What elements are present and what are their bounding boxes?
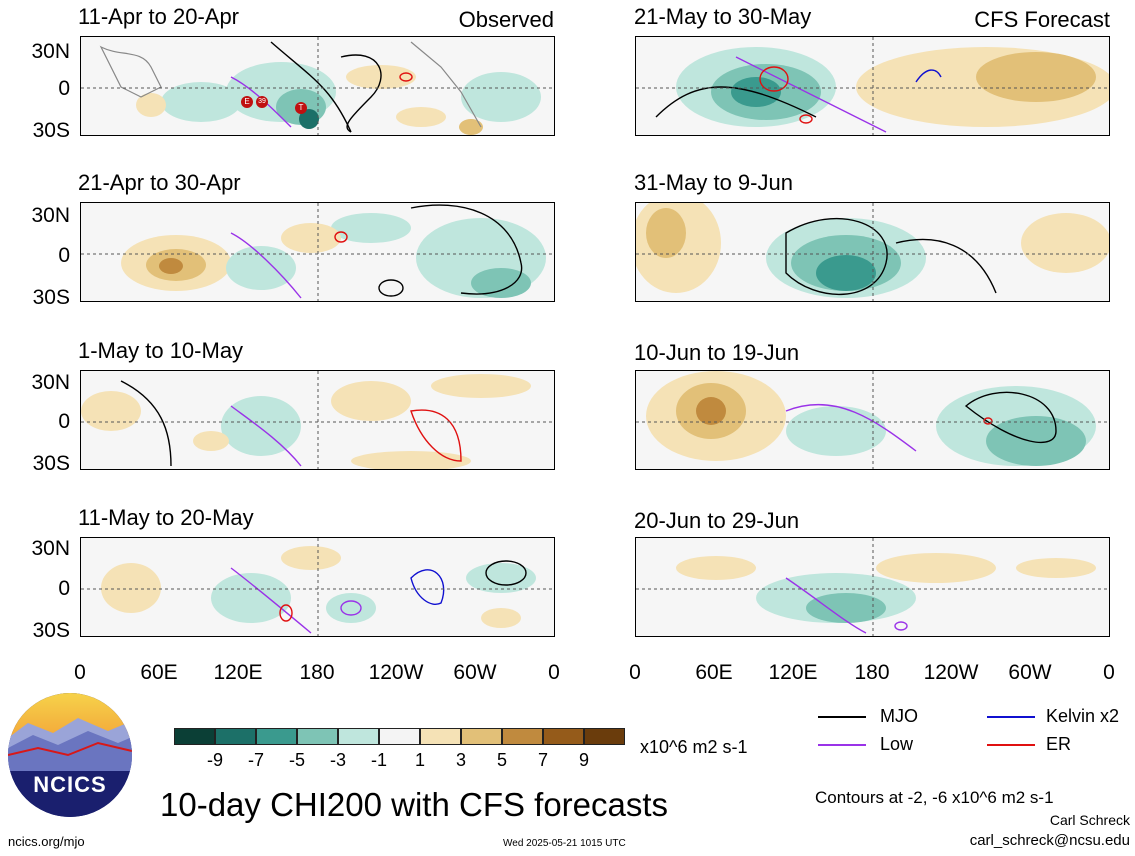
map-5-field (636, 37, 1109, 135)
lon-0-left: 0 (74, 661, 86, 684)
colorbar-swatch-10 (543, 728, 584, 745)
panel-tag-observed: Observed (458, 7, 554, 32)
lon-180-left: 180 (299, 661, 335, 684)
colorbar-units: x10^6 m2 s-1 (640, 737, 748, 757)
colorbar-label-m1: -1 (370, 750, 387, 770)
colorbar-label-m9: -9 (206, 750, 223, 770)
storm-marker-e: E (241, 96, 253, 108)
map-panel-3 (80, 370, 555, 470)
panel-title-3: 1-May to 10-May (78, 338, 244, 363)
map-7-field (636, 371, 1109, 469)
colorbar-swatch-11 (584, 728, 625, 745)
lat-30n-4: 30N (31, 537, 70, 560)
lon-120w-left: 120W (368, 661, 424, 684)
panel-title-7: 10-Jun to 19-Jun (634, 340, 800, 365)
map-3-field (81, 371, 554, 469)
colorbar-label-5: 5 (496, 750, 507, 770)
lon-120e-left: 120E (213, 661, 263, 684)
panel-title-4: 11-May to 20-May (78, 505, 254, 530)
colorbar-label-9: 9 (578, 750, 589, 770)
lon-0-end-right: 0 (1103, 661, 1115, 684)
lon-60w-right: 60W (1008, 661, 1052, 684)
panel-title-8: 20-Jun to 29-Jun (634, 508, 800, 533)
lat-30s-3: 30S (32, 452, 70, 475)
legend-kelvin-label: Kelvin x2 (1046, 706, 1120, 726)
lon-60e-right: 60E (695, 661, 733, 684)
colorbar-label-m3: -3 (329, 750, 346, 770)
legend-mjo-line (818, 716, 866, 718)
storm-marker-t: T (295, 102, 307, 114)
legend-low-label: Low (880, 734, 914, 754)
lat-30n-2: 30N (31, 204, 70, 227)
footer-url[interactable]: ncics.org/mjo (8, 834, 85, 849)
map-4-field (81, 538, 554, 636)
ncics-logo-graphic (8, 693, 132, 817)
map-panel-6 (635, 202, 1110, 302)
lat-eq-2: 0 (58, 244, 70, 267)
map-panel-7 (635, 370, 1110, 470)
colorbar-label-1: 1 (414, 750, 425, 770)
panel-title-2: 21-Apr to 30-Apr (78, 170, 241, 195)
lon-180-right: 180 (854, 661, 890, 684)
map-panel-8 (635, 537, 1110, 637)
lon-60w-left: 60W (453, 661, 497, 684)
lat-eq-3: 0 (58, 410, 70, 433)
map-panel-5 (635, 36, 1110, 136)
map-panel-2 (80, 202, 555, 302)
map-panel-4 (80, 537, 555, 637)
colorbar-swatch-7 (420, 728, 461, 745)
colorbar-swatch-5 (338, 728, 379, 745)
lon-0-end-left: 0 (548, 661, 560, 684)
map-6-field (636, 203, 1109, 301)
lat-30s-1: 30S (32, 119, 70, 142)
panel-title-6: 31-May to 9-Jun (634, 170, 793, 195)
author-name: Carl Schreck (1049, 812, 1130, 828)
map-panel-1 (80, 36, 555, 136)
colorbar-label-m5: -5 (288, 750, 305, 770)
colorbar-swatch-4 (297, 728, 338, 745)
ncics-logo (8, 693, 132, 817)
lon-120e-right: 120E (768, 661, 818, 684)
colorbar-label-m7: -7 (247, 750, 264, 770)
colorbar-swatch-3 (256, 728, 297, 745)
author-email: carl_schreck@ncsu.edu (969, 832, 1130, 849)
lat-30s-2: 30S (32, 286, 70, 309)
lat-30n-3: 30N (31, 371, 70, 394)
main-title: 10-day CHI200 with CFS forecasts (160, 786, 669, 823)
panel-title-5: 21-May to 30-May (634, 4, 812, 29)
storm-marker-39: 39 (256, 96, 268, 108)
map-1-field (81, 37, 554, 135)
ncics-logo-text: NCICS (33, 772, 107, 797)
lon-0-right: 0 (629, 661, 641, 684)
panel-title-1: 11-Apr to 20-Apr (78, 4, 240, 29)
colorbar-swatch-1 (174, 728, 215, 745)
panel-tag-cfs-forecast: CFS Forecast (974, 7, 1110, 32)
contours-note: Contours at -2, -6 x10^6 m2 s-1 (815, 788, 1054, 807)
colorbar-swatch-6 (379, 728, 420, 745)
lat-eq-1: 0 (58, 77, 70, 100)
colorbar-swatch-8 (461, 728, 502, 745)
lat-30s-4: 30S (32, 619, 70, 642)
footer-timestamp: Wed 2025-05-21 1015 UTC (503, 838, 626, 849)
lat-30n-1: 30N (31, 40, 70, 63)
colorbar-swatch-2 (215, 728, 256, 745)
colorbar-swatch-9 (502, 728, 543, 745)
legend-er-label: ER (1046, 734, 1072, 754)
map-8-field (636, 538, 1109, 636)
legend-kelvin-line (987, 716, 1035, 718)
legend-low-line (818, 744, 866, 746)
lon-120w-right: 120W (923, 661, 979, 684)
map-2-field (81, 203, 554, 301)
colorbar-label-3: 3 (455, 750, 466, 770)
lat-eq-4: 0 (58, 577, 70, 600)
legend-mjo-label: MJO (880, 706, 918, 726)
legend-er-line (987, 744, 1035, 746)
colorbar-label-7: 7 (537, 750, 548, 770)
lon-60e-left: 60E (140, 661, 178, 684)
